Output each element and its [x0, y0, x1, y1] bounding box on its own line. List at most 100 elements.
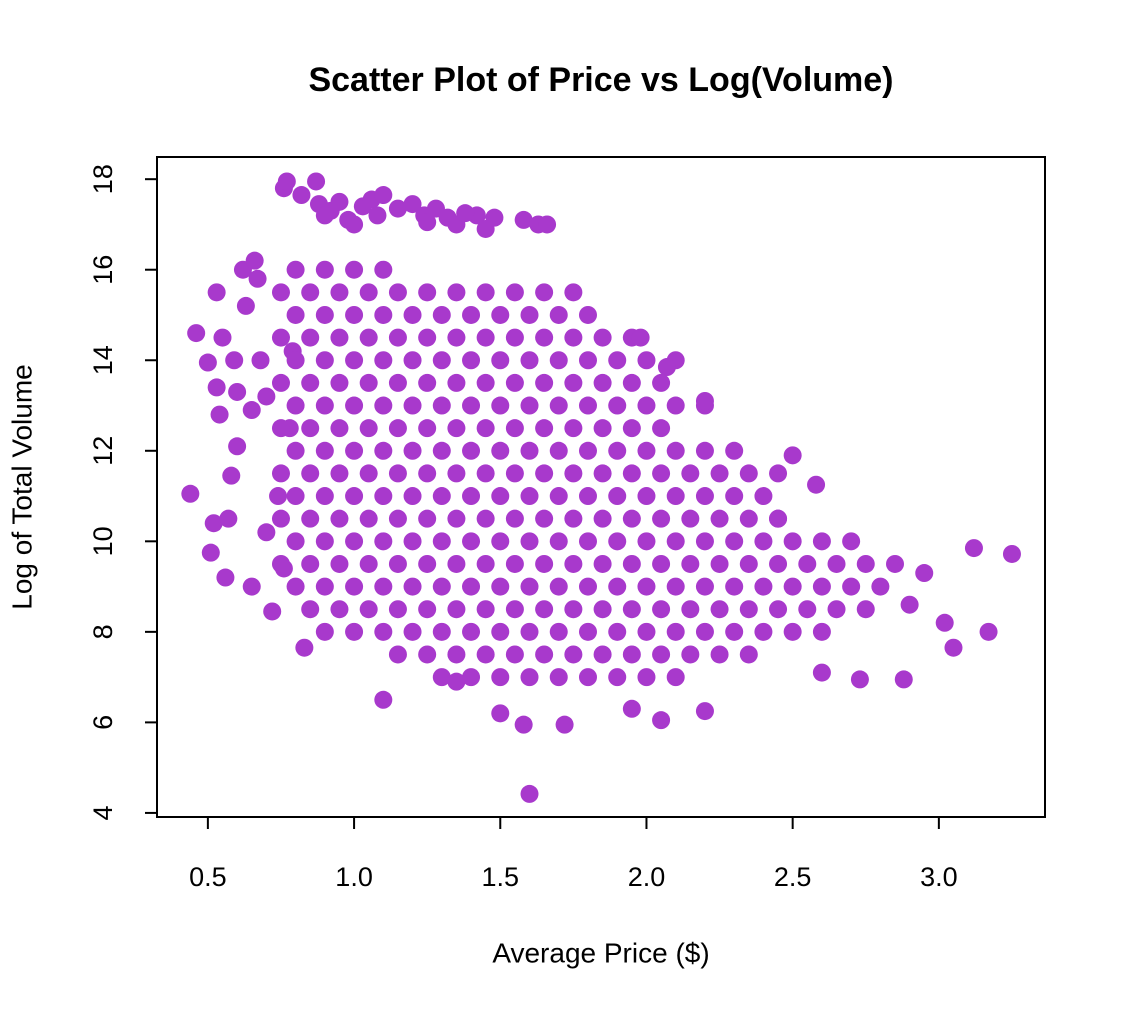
point — [710, 554, 729, 573]
point — [652, 645, 671, 664]
point — [359, 283, 378, 302]
point — [263, 602, 282, 621]
point — [549, 532, 568, 551]
point — [491, 668, 510, 687]
point — [403, 487, 422, 506]
point — [330, 373, 349, 392]
point — [403, 195, 422, 214]
point — [593, 509, 612, 528]
point — [520, 668, 539, 687]
point — [578, 305, 597, 324]
point — [388, 328, 407, 347]
point — [359, 600, 378, 619]
point — [315, 487, 334, 506]
point — [418, 283, 437, 302]
point — [535, 509, 554, 528]
point — [418, 328, 437, 347]
point — [432, 441, 451, 460]
point — [345, 577, 364, 596]
point — [637, 577, 656, 596]
point — [271, 328, 290, 347]
point — [359, 554, 378, 573]
point — [286, 487, 305, 506]
point — [462, 487, 481, 506]
point — [286, 351, 305, 370]
point — [236, 296, 255, 315]
point — [330, 509, 349, 528]
point — [739, 464, 758, 483]
point — [286, 441, 305, 460]
point — [271, 373, 290, 392]
point — [681, 645, 700, 664]
point — [447, 509, 466, 528]
point — [807, 475, 826, 494]
point — [418, 213, 437, 232]
x-tick-label: 2.0 — [628, 862, 666, 892]
point — [374, 532, 393, 551]
point — [418, 645, 437, 664]
point — [388, 645, 407, 664]
point — [856, 554, 875, 573]
point — [514, 210, 533, 229]
point — [710, 509, 729, 528]
point — [681, 600, 700, 619]
point — [564, 645, 583, 664]
point — [549, 441, 568, 460]
point — [330, 283, 349, 302]
point — [301, 373, 320, 392]
point — [631, 328, 650, 347]
point — [476, 600, 495, 619]
point — [608, 396, 627, 415]
point — [447, 464, 466, 483]
point — [850, 670, 869, 689]
point — [564, 419, 583, 438]
point — [622, 600, 641, 619]
point — [520, 487, 539, 506]
point — [549, 351, 568, 370]
point — [418, 373, 437, 392]
point — [187, 324, 206, 343]
point — [827, 600, 846, 619]
point — [345, 532, 364, 551]
point — [608, 441, 627, 460]
y-tick-label: 4 — [88, 805, 118, 820]
point — [248, 269, 267, 288]
point — [286, 532, 305, 551]
point — [505, 373, 524, 392]
point — [505, 283, 524, 302]
point — [245, 251, 264, 270]
point — [886, 554, 905, 573]
point — [549, 487, 568, 506]
point — [578, 351, 597, 370]
point — [593, 373, 612, 392]
point — [242, 401, 261, 420]
point — [657, 358, 676, 377]
point — [520, 532, 539, 551]
point — [271, 464, 290, 483]
point — [710, 464, 729, 483]
point — [456, 204, 475, 223]
point — [432, 577, 451, 596]
point — [666, 487, 685, 506]
point — [388, 283, 407, 302]
point — [359, 464, 378, 483]
point — [315, 441, 334, 460]
point — [476, 373, 495, 392]
point — [842, 532, 861, 551]
point — [549, 668, 568, 687]
y-tick-label: 12 — [88, 436, 118, 466]
point — [242, 577, 261, 596]
point — [871, 577, 890, 596]
point — [935, 613, 954, 632]
point — [505, 554, 524, 573]
point — [622, 554, 641, 573]
points — [181, 172, 1021, 803]
point — [447, 645, 466, 664]
point — [368, 206, 387, 225]
point — [637, 396, 656, 415]
y-tick-label: 18 — [88, 164, 118, 194]
point — [315, 532, 334, 551]
point — [210, 405, 229, 424]
point — [374, 577, 393, 596]
point — [269, 487, 288, 506]
